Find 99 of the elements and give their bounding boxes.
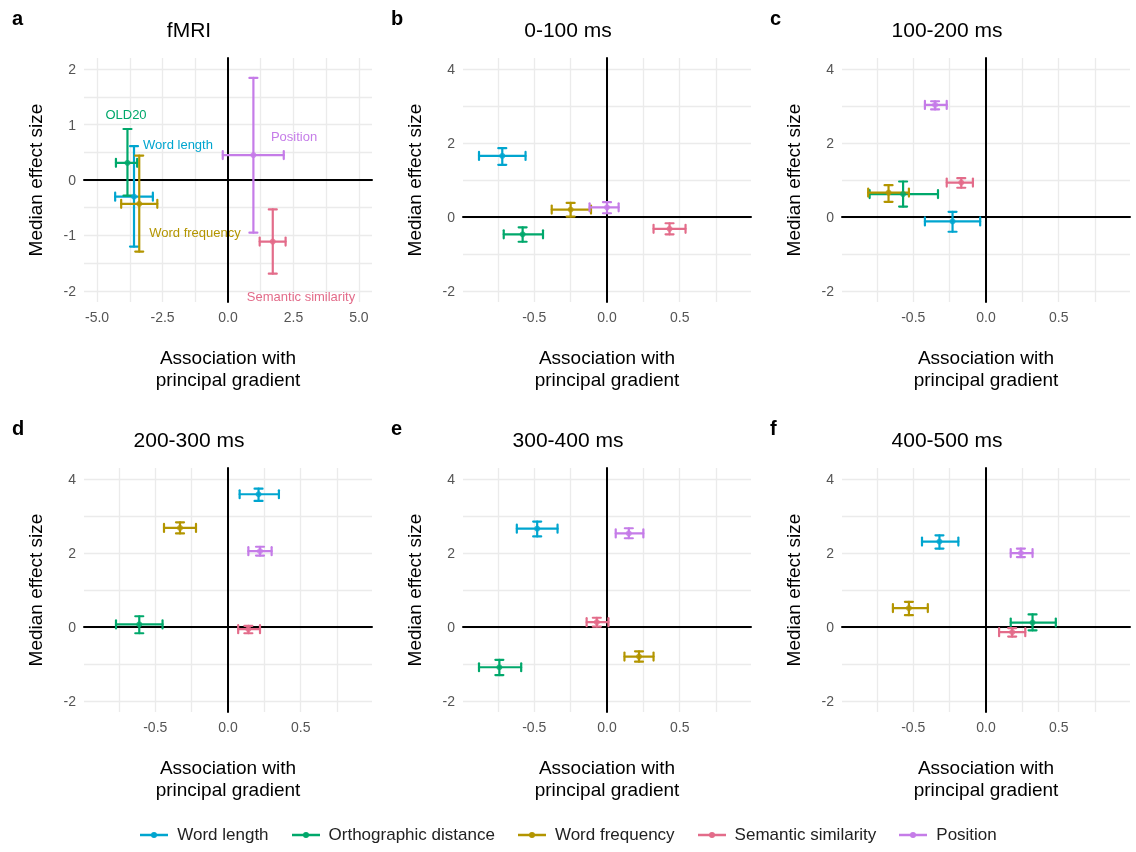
y-tick-label: -2 — [442, 282, 456, 299]
y-tick-label: 2 — [447, 135, 456, 152]
x-tick-label: 0.0 — [597, 719, 617, 735]
x-tick-label: -5.0 — [85, 309, 110, 325]
x-tick-label: -0.5 — [522, 719, 547, 735]
text: c — [770, 7, 782, 29]
y-tick-label: 2 — [447, 545, 456, 562]
legend-label: Semantic similarity — [734, 825, 877, 845]
y-tick-label: 0 — [826, 208, 835, 225]
point — [499, 152, 506, 159]
y-tick-label: 2 — [68, 61, 77, 78]
legend-label: Word frequency — [554, 825, 675, 845]
text: b — [391, 7, 404, 29]
y-tick-label: 4 — [826, 471, 835, 488]
y-tick-label: 0 — [826, 618, 835, 635]
point — [519, 231, 526, 238]
text: f — [770, 417, 777, 439]
y-tick-label: -2 — [442, 692, 456, 709]
legend-label: Word length — [177, 825, 269, 845]
text: a — [12, 7, 24, 29]
y-tick-label: 4 — [447, 61, 456, 78]
point — [136, 621, 143, 628]
x-tick-label: 0.5 — [290, 719, 311, 735]
x-tick-label: 0.5 — [1048, 719, 1069, 735]
y-tick-label: 4 — [447, 471, 456, 488]
point — [949, 218, 956, 225]
y-tick-label: -2 — [821, 282, 835, 299]
y-tick-label: -2 — [63, 692, 77, 709]
y-tick-label: 4 — [68, 471, 77, 488]
chart-title: 200-300 ms — [133, 428, 245, 451]
chart-title: 0-100 ms — [524, 18, 612, 41]
y-tick-label: 4 — [826, 61, 835, 78]
annotation: Position — [270, 128, 318, 144]
x-tick-label: 5.0 — [349, 309, 369, 325]
x-axis-title: Association with principal gradient — [534, 756, 681, 800]
y-tick-label: 2 — [826, 135, 835, 152]
y-tick-label: 2 — [68, 545, 77, 562]
x-tick-label: 0.0 — [976, 719, 996, 735]
point — [1029, 619, 1036, 626]
x-axis-title: Association with principal gradient — [913, 346, 1060, 390]
x-tick-label: 0.0 — [218, 309, 238, 325]
x-tick-label: -0.5 — [522, 309, 547, 325]
x-axis-title: Association with principal gradient — [913, 756, 1060, 800]
point — [567, 206, 574, 213]
point — [250, 152, 257, 159]
y-tick-label: 0 — [68, 618, 77, 635]
chart-title: 400-500 ms — [891, 428, 1003, 451]
y-tick-label: 0 — [68, 172, 77, 188]
point — [604, 204, 610, 211]
x-axis-title: Association with principal gradient — [155, 346, 302, 390]
y-tick-label: -2 — [821, 692, 835, 709]
point — [936, 538, 943, 545]
annotation: OLD20 — [105, 106, 147, 122]
annotation: Word length — [143, 136, 213, 152]
y-tick-label: -1 — [63, 227, 77, 244]
point — [269, 238, 276, 245]
point — [666, 225, 673, 232]
point — [905, 605, 912, 612]
point — [496, 664, 503, 671]
y-tick-label: 2 — [826, 545, 835, 562]
x-axis-title: Association with principal gradient — [155, 756, 302, 800]
chart-title: 300-400 ms — [512, 428, 624, 451]
x-tick-label: 0.5 — [669, 309, 690, 325]
x-tick-label: -0.5 — [901, 719, 926, 735]
y-axis-title: Median effect size — [403, 103, 425, 257]
y-axis-title: Median effect size — [24, 103, 46, 257]
x-tick-label: -0.5 — [901, 309, 926, 325]
y-axis-title: Median effect size — [782, 513, 804, 667]
x-tick-label: 0.5 — [1048, 309, 1069, 325]
point — [534, 525, 541, 532]
x-tick-label: 0.5 — [669, 719, 690, 735]
x-tick-label: 0.0 — [976, 309, 996, 325]
legend-label: Position — [936, 825, 997, 845]
x-tick-label: 2.5 — [283, 309, 304, 325]
point — [136, 200, 143, 207]
x-tick-label: 0.0 — [597, 309, 617, 325]
point — [131, 193, 138, 200]
annotation: Semantic similarity — [246, 288, 356, 304]
point — [255, 491, 262, 498]
text: e — [391, 417, 403, 439]
point — [124, 159, 131, 166]
y-tick-label: -2 — [63, 282, 77, 299]
text: d — [12, 417, 25, 439]
y-axis-title: Median effect size — [24, 513, 46, 667]
point — [885, 189, 892, 196]
x-tick-label: -0.5 — [143, 719, 168, 735]
point — [900, 191, 907, 198]
y-tick-label: 0 — [447, 208, 456, 225]
y-axis-title: Median effect size — [403, 513, 425, 667]
y-tick-label: 0 — [447, 618, 456, 635]
x-tick-label: -2.5 — [150, 309, 175, 325]
chart-title: 100-200 ms — [891, 18, 1003, 41]
point — [177, 524, 183, 531]
legend-label: Orthographic distance — [328, 825, 495, 845]
x-axis-title: Association with principal gradient — [534, 346, 681, 390]
y-axis-title: Median effect size — [782, 103, 804, 257]
y-tick-label: 1 — [68, 116, 77, 133]
chart-title: fMRI — [166, 18, 212, 41]
x-tick-label: 0.0 — [218, 719, 238, 735]
